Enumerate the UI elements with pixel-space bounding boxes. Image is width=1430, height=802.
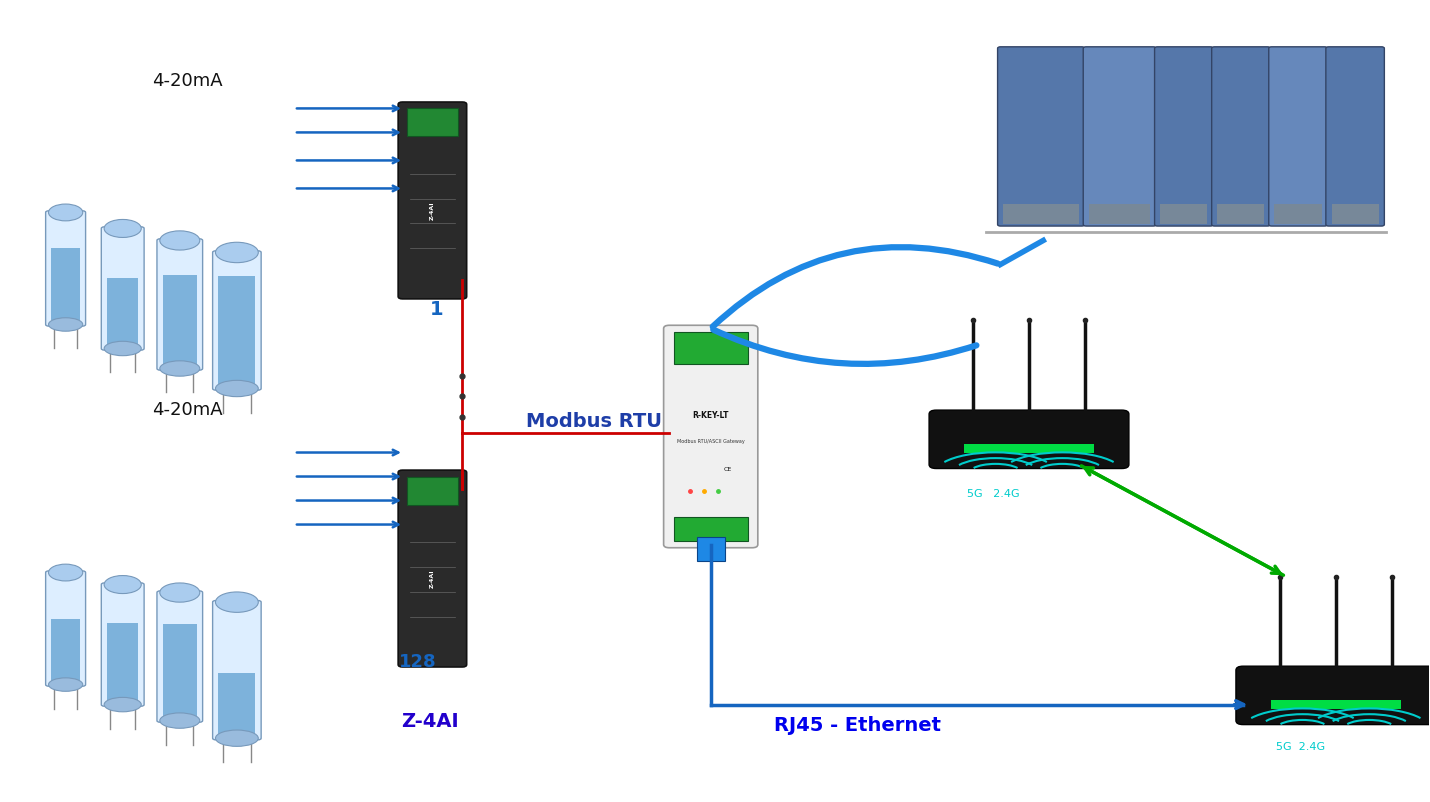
- FancyBboxPatch shape: [1083, 48, 1155, 227]
- Ellipse shape: [160, 583, 200, 602]
- Ellipse shape: [49, 678, 83, 691]
- Text: 128: 128: [399, 652, 436, 670]
- Ellipse shape: [216, 243, 259, 263]
- Ellipse shape: [104, 576, 142, 593]
- Text: Z-4AI: Z-4AI: [430, 201, 435, 220]
- FancyBboxPatch shape: [664, 326, 758, 548]
- FancyBboxPatch shape: [102, 228, 144, 350]
- Text: 4-20mA: 4-20mA: [152, 400, 222, 418]
- Text: Modbus RTU/ASCII Gateway: Modbus RTU/ASCII Gateway: [676, 439, 745, 444]
- FancyBboxPatch shape: [1211, 48, 1270, 227]
- FancyBboxPatch shape: [46, 571, 86, 687]
- FancyBboxPatch shape: [1268, 48, 1327, 227]
- Ellipse shape: [216, 730, 259, 747]
- Ellipse shape: [216, 381, 259, 397]
- FancyBboxPatch shape: [398, 471, 466, 667]
- Bar: [1217, 205, 1264, 225]
- FancyBboxPatch shape: [398, 103, 466, 299]
- Text: 1: 1: [430, 300, 443, 318]
- Bar: [51, 619, 80, 681]
- Ellipse shape: [160, 713, 200, 728]
- Text: CE: CE: [724, 467, 731, 472]
- FancyBboxPatch shape: [157, 240, 203, 371]
- Bar: [51, 249, 80, 321]
- Bar: [163, 276, 197, 365]
- FancyBboxPatch shape: [1326, 48, 1384, 227]
- FancyBboxPatch shape: [998, 48, 1084, 227]
- Ellipse shape: [49, 205, 83, 221]
- Bar: [1160, 205, 1207, 225]
- Text: 4-20mA: 4-20mA: [152, 72, 222, 91]
- FancyBboxPatch shape: [157, 591, 203, 723]
- Text: Modbus RTU: Modbus RTU: [526, 411, 662, 431]
- Bar: [406, 109, 458, 137]
- Text: RJ45 - Ethernet: RJ45 - Ethernet: [774, 715, 941, 734]
- FancyBboxPatch shape: [213, 252, 262, 391]
- Ellipse shape: [104, 221, 142, 238]
- Bar: [219, 673, 256, 735]
- Text: 5G   2.4G: 5G 2.4G: [967, 488, 1020, 498]
- Bar: [107, 623, 139, 701]
- Bar: [1274, 205, 1321, 225]
- Bar: [1331, 205, 1379, 225]
- Bar: [219, 277, 256, 385]
- Bar: [1088, 205, 1150, 225]
- Ellipse shape: [160, 362, 200, 377]
- FancyBboxPatch shape: [213, 601, 262, 740]
- FancyBboxPatch shape: [930, 411, 1128, 469]
- Bar: [1004, 205, 1080, 225]
- Bar: [163, 625, 197, 717]
- Text: R-KEY-LT: R-KEY-LT: [692, 411, 729, 420]
- Bar: [696, 537, 725, 561]
- FancyBboxPatch shape: [1236, 666, 1430, 725]
- FancyBboxPatch shape: [46, 212, 86, 326]
- Ellipse shape: [160, 232, 200, 251]
- Bar: [674, 516, 748, 541]
- Bar: [107, 279, 139, 345]
- Text: Z-4AI: Z-4AI: [430, 569, 435, 588]
- FancyBboxPatch shape: [102, 583, 144, 707]
- Bar: [964, 445, 1094, 453]
- FancyBboxPatch shape: [1154, 48, 1213, 227]
- Text: 5G  2.4G: 5G 2.4G: [1276, 741, 1324, 751]
- Ellipse shape: [104, 698, 142, 712]
- Ellipse shape: [49, 565, 83, 581]
- Ellipse shape: [216, 592, 259, 613]
- Bar: [406, 477, 458, 505]
- Bar: [1271, 701, 1401, 709]
- Text: Z-4AI: Z-4AI: [400, 711, 459, 730]
- Ellipse shape: [104, 342, 142, 356]
- Ellipse shape: [49, 318, 83, 332]
- Bar: [674, 333, 748, 365]
